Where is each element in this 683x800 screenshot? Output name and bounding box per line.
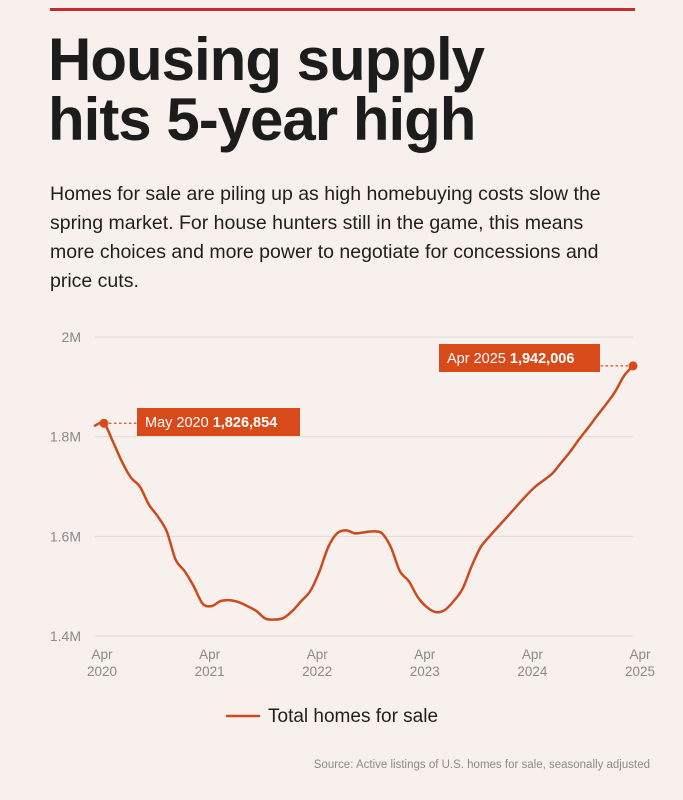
y-tick-label: 2M <box>62 329 81 345</box>
x-tick-label: Apr <box>414 647 436 662</box>
series-line-total-homes <box>93 364 635 621</box>
axis-layer: 2M 1.8M 1.6M 1.4M Apr 2020 Apr 2021 Apr 2022 Apr 20… <box>50 329 655 679</box>
x-tick-label: 2023 <box>410 664 440 679</box>
y-tick-label: 1.8M <box>50 429 81 445</box>
y-tick-label: 1.6M <box>50 528 81 544</box>
x-tick-label: 2020 <box>87 664 117 679</box>
callout-box <box>439 344 600 372</box>
x-tick-label: 2024 <box>517 664 548 679</box>
x-tick-label: Apr <box>629 647 651 662</box>
grid-layer <box>95 336 633 637</box>
legend: Total homes for sale <box>225 706 438 727</box>
subtitle: Homes for sale are piling up as high hom… <box>50 183 601 292</box>
y-tick-label: 1.4M <box>50 628 81 644</box>
line-chart: 2M 1.8M 1.6M 1.4M Apr 2020 Apr 2021 Apr 2022 Apr 20… <box>50 329 655 727</box>
x-tick-label: 2021 <box>195 664 225 679</box>
callout-box <box>137 408 300 436</box>
x-tick-label: Apr <box>307 647 329 662</box>
highlight-dot <box>628 361 638 371</box>
highlight-dot <box>99 418 109 428</box>
x-tick-label: Apr <box>91 647 113 662</box>
x-tick-label: 2025 <box>625 664 655 679</box>
top-rule <box>50 8 635 11</box>
headline-line-2: hits 5-year high <box>48 86 476 153</box>
x-tick-label: Apr <box>199 647 221 662</box>
callout-label: May 2020 1,826,854 <box>145 415 277 431</box>
headline-line-1: Housing supply <box>48 26 485 93</box>
callout-label: Apr 2025 1,942,006 <box>447 351 574 367</box>
annotation-layer: May 2020 1,826,854 Apr 2025 1,942,006 <box>99 344 638 436</box>
x-tick-label: 2022 <box>302 664 332 679</box>
source-note: Source: Active listings of U.S. homes fo… <box>313 759 650 771</box>
x-tick-label: Apr <box>522 647 544 662</box>
headline: Housing supply hits 5-year high <box>48 30 648 150</box>
legend-label: Total homes for sale <box>268 706 438 727</box>
series-layer <box>93 364 635 621</box>
